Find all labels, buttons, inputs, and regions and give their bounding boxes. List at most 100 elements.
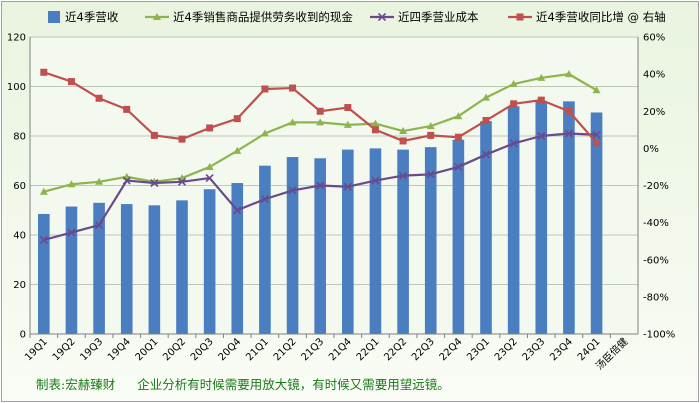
- x-marker: [454, 162, 463, 172]
- x-marker: [426, 170, 435, 179]
- x-tick-label: 21Q3: [299, 336, 326, 363]
- revenue-bar: [507, 106, 520, 334]
- legend-label: 近4季营收: [65, 10, 119, 24]
- revenue-bar: [286, 157, 299, 334]
- x-marker: [177, 177, 187, 186]
- triangle-marker: [537, 73, 546, 81]
- revenue-bar: [259, 165, 271, 334]
- triangle-marker: [39, 187, 48, 195]
- legend-label: 近4季营收同比增 @ 右轴: [536, 10, 666, 24]
- triangle-marker: [288, 118, 297, 126]
- x-tick-label: 21Q4: [327, 336, 354, 363]
- y-right-tick-label: -20%: [643, 181, 669, 192]
- legend-label: 近四季营业成本: [398, 10, 479, 24]
- revenue-bar: [535, 101, 548, 334]
- square-marker: [344, 104, 352, 112]
- triangle-marker: [316, 118, 325, 126]
- revenue-bar: [203, 189, 216, 334]
- y-right-tick-label: 60%: [643, 33, 665, 44]
- x-marker: [150, 178, 159, 188]
- y-right-tick-label: -80%: [643, 292, 669, 303]
- triangle-marker: [205, 162, 214, 170]
- triangle-marker: [399, 127, 408, 135]
- triangle-marker: [260, 129, 269, 137]
- revenue-bar: [424, 147, 437, 334]
- revenue-bar: [176, 200, 188, 334]
- x-tick-label: 21Q2: [272, 336, 299, 363]
- x-tick-label: 22Q1: [355, 336, 382, 363]
- x-tick-label: 20Q1: [134, 336, 161, 363]
- x-marker: [481, 150, 491, 159]
- legend: 近4季营收 近4季销售商品提供劳务收到的现金 近四季营业成本 近4季营收同比增 @ 右…: [48, 10, 666, 24]
- y-left-tick-label: 0: [20, 330, 26, 341]
- footer-slogan: 企业分析有时候需要用放大镜，有时候又需要用望远镜。: [137, 377, 450, 392]
- square-marker: [95, 94, 103, 102]
- triangle-marker: [233, 146, 242, 154]
- square-marker: [206, 124, 214, 132]
- triangle-marker: [426, 122, 435, 130]
- revenue-bar: [563, 101, 575, 334]
- legend-square-marker: [516, 13, 524, 21]
- revenue-bar: [120, 204, 133, 334]
- x-tick-label: 22Q2: [382, 336, 409, 363]
- legend-label: 近4季销售商品提供劳务收到的现金: [173, 10, 353, 24]
- square-marker: [454, 133, 462, 141]
- square-marker: [537, 96, 545, 104]
- revenue-bar: [231, 183, 244, 334]
- x-marker: [260, 195, 269, 204]
- y-right-tick-label: -40%: [643, 218, 669, 229]
- triangle-marker: [95, 177, 104, 185]
- y-right-tick-label: 40%: [643, 70, 665, 81]
- footer: 制表:宏赫臻财 企业分析有时候需要用放大镜，有时候又需要用望远镜。: [36, 374, 472, 393]
- square-marker: [67, 78, 75, 86]
- square-marker: [399, 137, 407, 145]
- x-tick-label: 19Q2: [51, 336, 78, 363]
- revenue-bar: [369, 148, 382, 334]
- x-marker: [288, 186, 297, 195]
- line-series: [39, 68, 601, 245]
- bar-series: [38, 101, 603, 335]
- square-marker: [427, 131, 435, 139]
- square-marker: [510, 100, 518, 108]
- x-tick-label: 20Q3: [189, 336, 216, 363]
- triangle-marker: [67, 180, 76, 188]
- square-marker: [482, 117, 490, 125]
- x-tick-label: 23Q4: [548, 336, 575, 363]
- x-tick-label: 23Q1: [465, 336, 492, 363]
- y-left-tick-label: 100: [7, 82, 26, 93]
- revenue-bar: [590, 112, 603, 334]
- triangle-marker: [509, 80, 518, 88]
- x-marker: [537, 131, 546, 141]
- x-marker: [371, 176, 380, 185]
- x-marker: [39, 235, 48, 245]
- x-marker: [95, 221, 104, 230]
- revenue-bar: [397, 149, 409, 334]
- y-left-tick-label: 20: [13, 280, 26, 291]
- triangle-marker: [371, 119, 380, 127]
- revenue-bar: [148, 205, 161, 334]
- y-right-tick-label: 20%: [643, 107, 665, 118]
- x-tick-label: 22Q4: [438, 336, 465, 363]
- x-tick-label: 21Q1: [244, 336, 271, 363]
- x-tick-label: 23Q3: [521, 336, 548, 363]
- square-marker: [178, 135, 186, 143]
- legend-x-marker: [377, 12, 387, 22]
- square-marker: [233, 115, 241, 123]
- square-marker: [593, 139, 601, 147]
- revenue-bar: [314, 158, 326, 334]
- y-right-tick-label: -60%: [643, 255, 669, 266]
- triangle-marker: [592, 86, 601, 94]
- footer-credit: 制表:宏赫臻财: [36, 377, 116, 392]
- triangle-marker: [454, 112, 463, 120]
- x-marker: [67, 228, 76, 237]
- x-marker: [564, 129, 573, 138]
- y-left-tick-label: 120: [7, 33, 26, 44]
- revenue-bar: [65, 206, 78, 334]
- triangle-marker: [482, 93, 490, 101]
- triangle-marker: [564, 70, 573, 78]
- legend-swatch: [48, 11, 60, 23]
- square-marker: [261, 85, 269, 93]
- square-marker: [123, 105, 131, 113]
- x-tick-label: 19Q3: [78, 336, 105, 363]
